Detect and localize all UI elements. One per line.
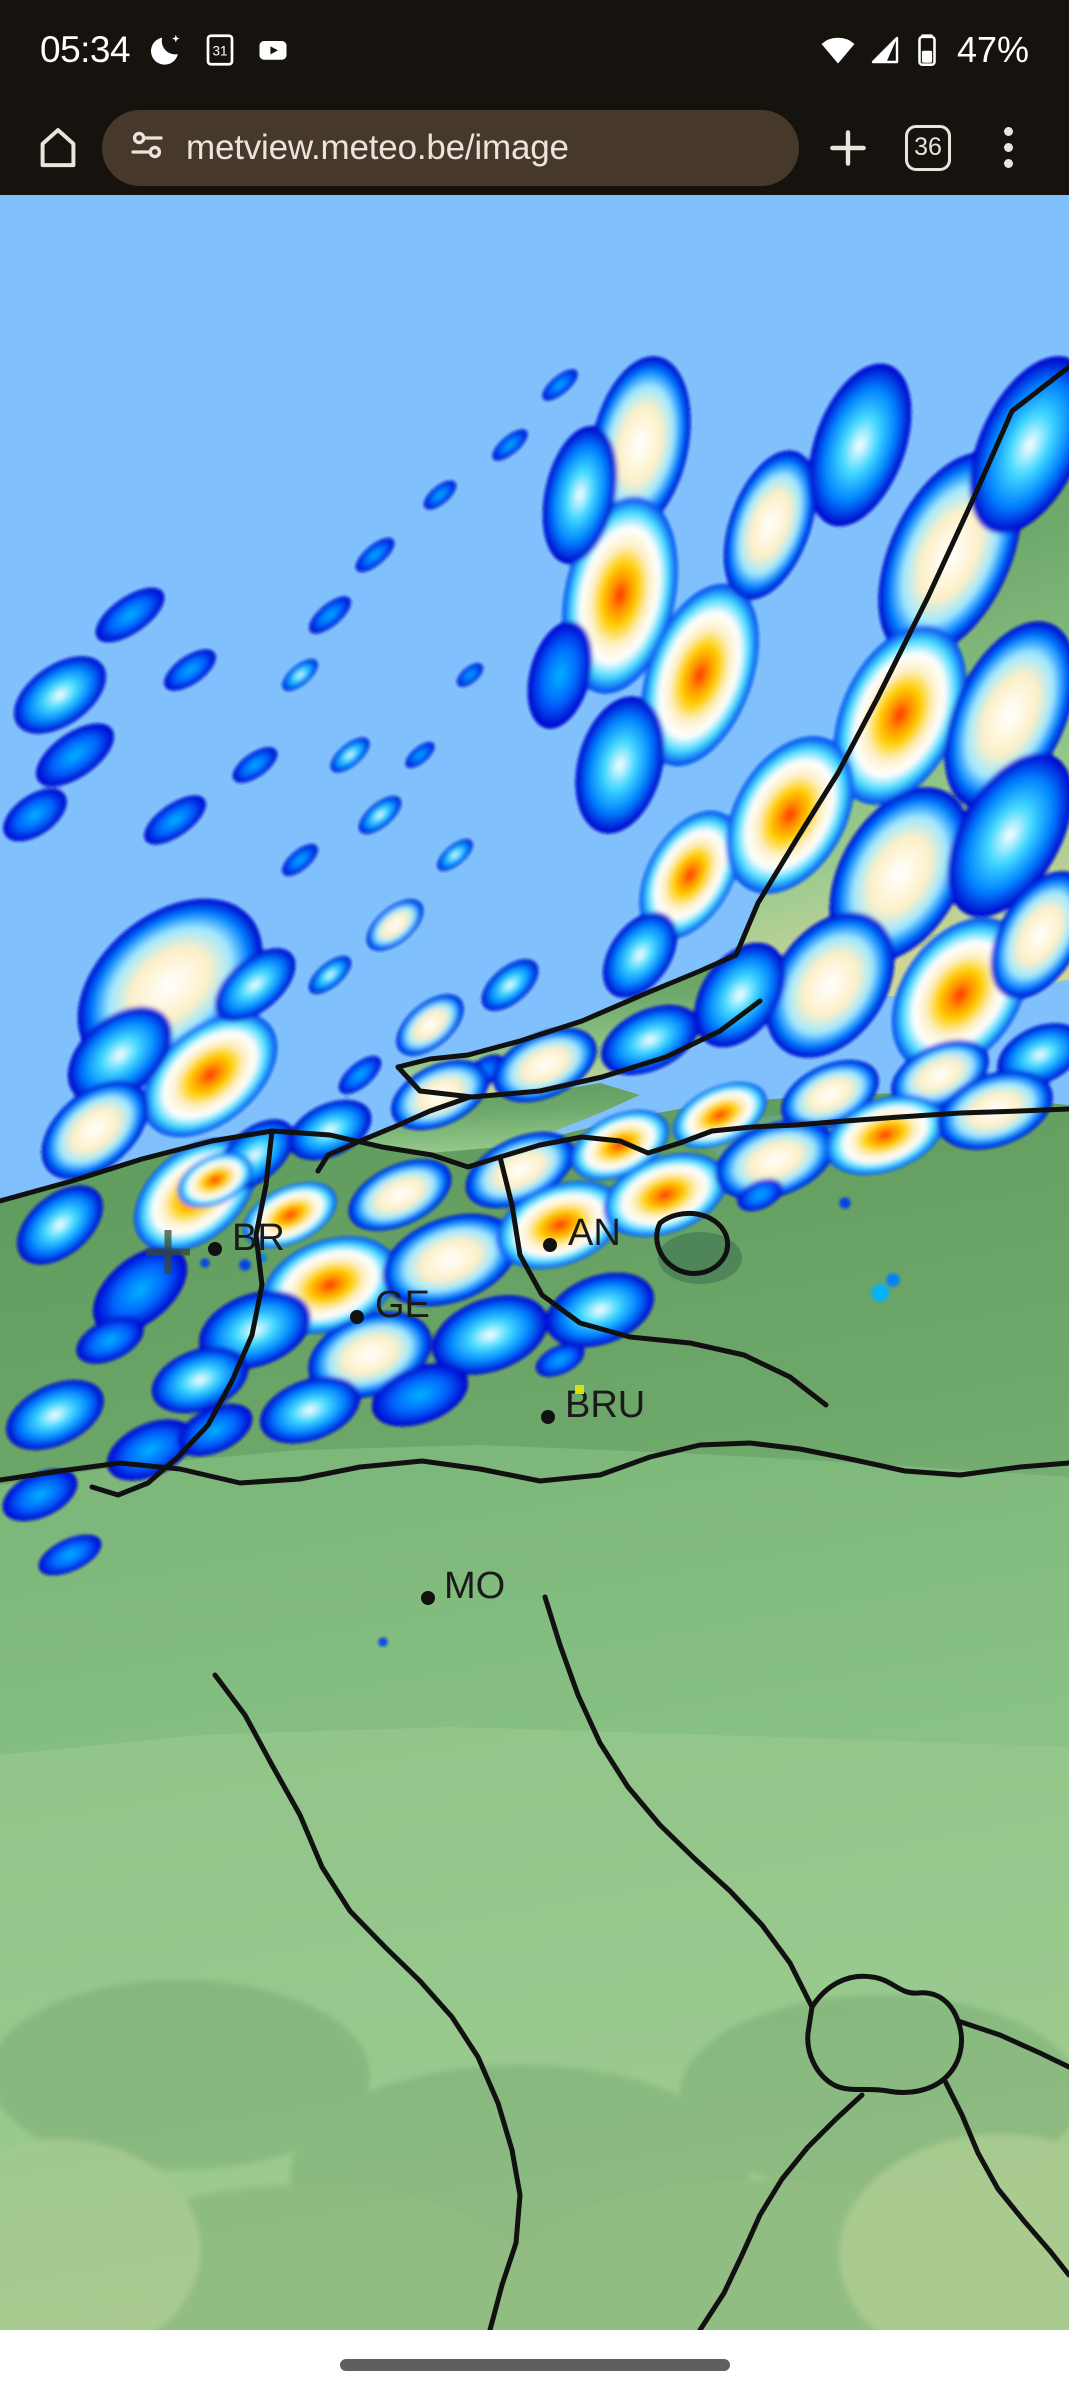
tab-count-badge[interactable]: 36 <box>905 124 951 171</box>
city-marker-ge: GE <box>350 1284 430 1326</box>
gesture-pill-handle[interactable] <box>339 2359 730 2371</box>
svg-text:31: 31 <box>213 43 228 58</box>
url-text[interactable]: metview.meteo.be/image <box>186 127 569 167</box>
city-marker-mo: MO <box>421 1565 505 1607</box>
tune-sliders-icon[interactable] <box>126 124 168 171</box>
overflow-menu-button[interactable] <box>969 109 1047 187</box>
radar-map-canvas[interactable]: BR GE AN BRU <box>0 195 1069 2330</box>
overflow-menu-icon[interactable] <box>1003 127 1013 168</box>
radar-map[interactable]: BR GE AN BRU <box>0 195 1069 2330</box>
echo-speck <box>575 1385 584 1394</box>
status-bar-right: 47% <box>819 29 1029 71</box>
youtube-icon <box>255 32 291 68</box>
tab-switcher-button[interactable]: 36 <box>889 109 967 187</box>
url-bar[interactable]: metview.meteo.be/image <box>102 109 799 186</box>
city-label-br: BR <box>232 1217 285 1259</box>
home-button[interactable] <box>22 112 94 184</box>
calendar-31-icon: 31 <box>202 32 238 68</box>
page-viewport[interactable]: BR GE AN BRU <box>0 195 1069 2330</box>
status-bar-left: 05:34 31 <box>40 29 291 71</box>
battery-percentage: 47% <box>956 29 1029 70</box>
do-not-disturb-moon-icon <box>147 31 185 69</box>
terrain-shading <box>0 1980 1069 2330</box>
wifi-icon <box>819 31 857 69</box>
city-markers-layer: BR GE AN BRU <box>146 1212 645 1607</box>
browser-toolbar: metview.meteo.be/image 36 <box>0 100 1069 195</box>
city-label-an: AN <box>568 1212 621 1254</box>
status-bar: 05:34 31 <box>0 0 1069 100</box>
cellular-signal-icon <box>867 32 903 68</box>
radar-echo-layer <box>2 356 1069 1647</box>
new-tab-button[interactable] <box>809 109 887 187</box>
status-clock: 05:34 <box>40 29 131 70</box>
crosshair-marker <box>146 1230 190 1274</box>
system-navigation-bar <box>0 2330 1069 2400</box>
city-marker-br: BR <box>208 1217 285 1259</box>
city-label-mo: MO <box>444 1565 505 1607</box>
city-label-ge: GE <box>375 1284 430 1326</box>
home-icon <box>40 127 76 167</box>
border-layer <box>0 364 1069 2330</box>
plus-icon <box>830 129 866 166</box>
city-marker-an: AN <box>543 1212 621 1254</box>
battery-icon <box>913 32 941 68</box>
